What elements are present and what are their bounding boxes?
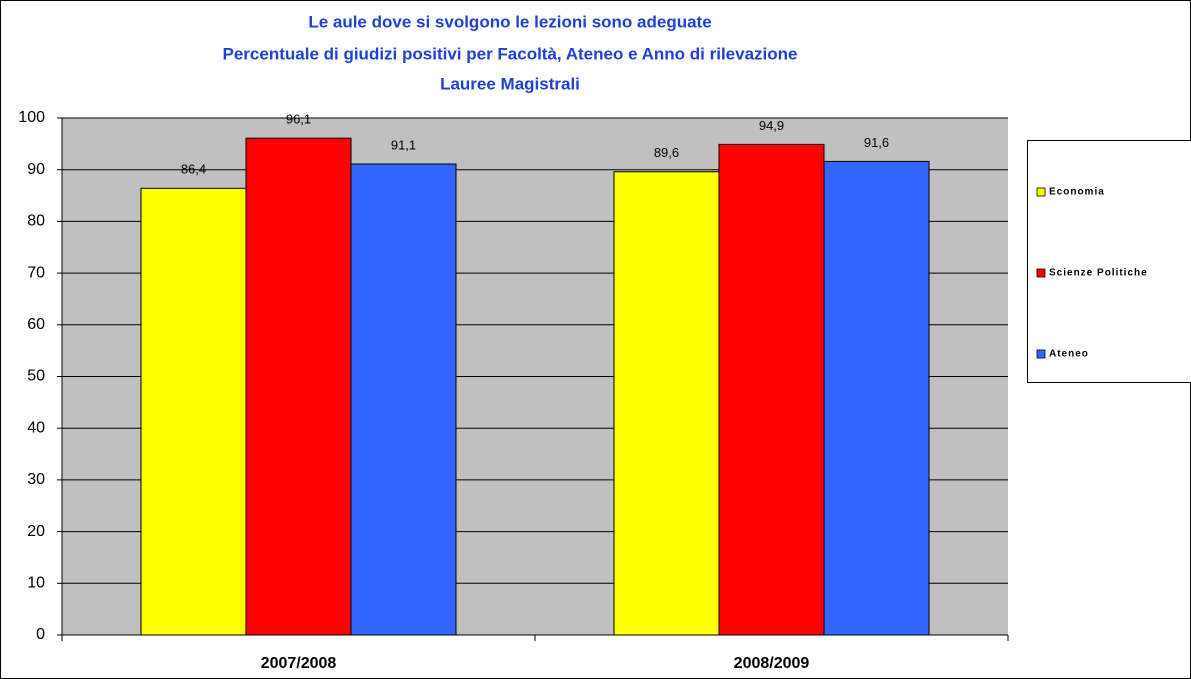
data-label: 91,1 xyxy=(391,137,416,152)
y-tick-label: 10 xyxy=(27,575,45,592)
x-tick-label: 2008/2009 xyxy=(734,655,810,672)
legend-label: Economia xyxy=(1049,187,1105,198)
bar xyxy=(350,163,457,636)
bar xyxy=(718,143,825,636)
y-tick-label: 50 xyxy=(27,368,45,385)
legend-box xyxy=(1027,140,1191,383)
y-tick-label: 60 xyxy=(27,316,45,333)
bar xyxy=(613,171,720,636)
bar xyxy=(140,187,247,636)
legend-swatch xyxy=(1036,268,1046,278)
y-tick-label: 0 xyxy=(36,626,45,643)
data-label: 94,9 xyxy=(759,118,784,133)
bar xyxy=(245,137,352,636)
legend-swatch xyxy=(1036,187,1046,197)
y-tick-label: 20 xyxy=(27,523,45,540)
data-label: 89,6 xyxy=(654,145,679,160)
data-label: 86,4 xyxy=(181,162,206,177)
bar xyxy=(823,160,930,636)
legend-label: Ateneo xyxy=(1049,349,1089,360)
y-tick-label: 80 xyxy=(27,213,45,230)
y-tick-label: 100 xyxy=(18,109,45,126)
chart-subtitle: Lauree Magistrali xyxy=(440,74,580,93)
y-tick-label: 30 xyxy=(27,471,45,488)
legend-label: Scienze Politiche xyxy=(1049,268,1148,279)
y-tick-label: 40 xyxy=(27,419,45,436)
chart-title: Le aule dove si svolgono le lezioni sono… xyxy=(308,12,711,31)
data-label: 96,1 xyxy=(286,112,311,127)
chart-subtitle: Percentuale di giudizi positivi per Faco… xyxy=(223,44,798,63)
y-tick-label: 90 xyxy=(27,161,45,178)
x-tick-label: 2007/2008 xyxy=(261,655,337,672)
legend-swatch xyxy=(1036,349,1046,359)
data-label: 91,6 xyxy=(864,135,889,150)
y-tick-label: 70 xyxy=(27,264,45,281)
